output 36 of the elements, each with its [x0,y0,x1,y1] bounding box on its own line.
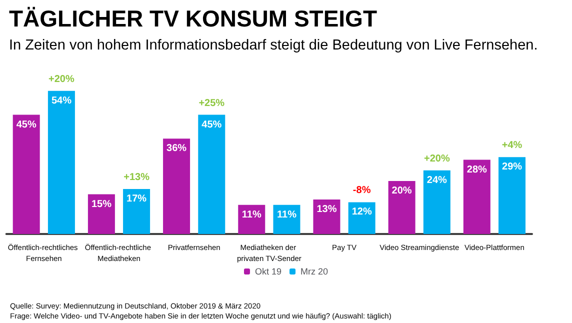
annotation: +20% [48,74,74,85]
annotation: -8% [352,185,371,196]
data-label: 24% [426,174,448,186]
data-label: 28% [466,164,488,176]
data-label: 15% [91,198,112,210]
annotation: +20% [424,153,450,164]
chart-subtitle: In Zeiten von hohem Informationsbedarf steigt die Bedeutung von Live Fernsehen. [9,38,538,54]
bar [12,114,40,234]
bar [88,194,115,234]
data-label: 20% [392,186,412,196]
annotation: +13% [124,172,150,183]
bar [423,170,450,234]
data-label: 36% [166,143,187,154]
data-label: 17% [126,193,147,204]
bar [313,200,340,234]
data-label: 45% [202,119,222,130]
bar [348,202,376,234]
bar [163,138,190,234]
data-label: 54% [51,95,72,106]
annotation: +25% [198,98,225,109]
bar [48,90,75,234]
bar [463,160,490,234]
data-label: 29% [502,162,522,173]
bar [198,114,226,234]
data-label: 11% [276,209,297,220]
data-label: 13% [316,204,337,216]
bar [123,188,150,234]
bar [388,181,416,234]
data-label: 11% [242,209,262,220]
data-label: 45% [16,119,36,130]
legend-label: Okt 19 [254,266,282,276]
chart-title: TÄGLICHER TV KONSUM STEIGT [9,6,377,32]
legend-label: Mrz 20 [300,266,328,276]
annotation: +4% [502,140,522,152]
data-label: 12% [352,206,372,218]
bar [498,157,526,234]
